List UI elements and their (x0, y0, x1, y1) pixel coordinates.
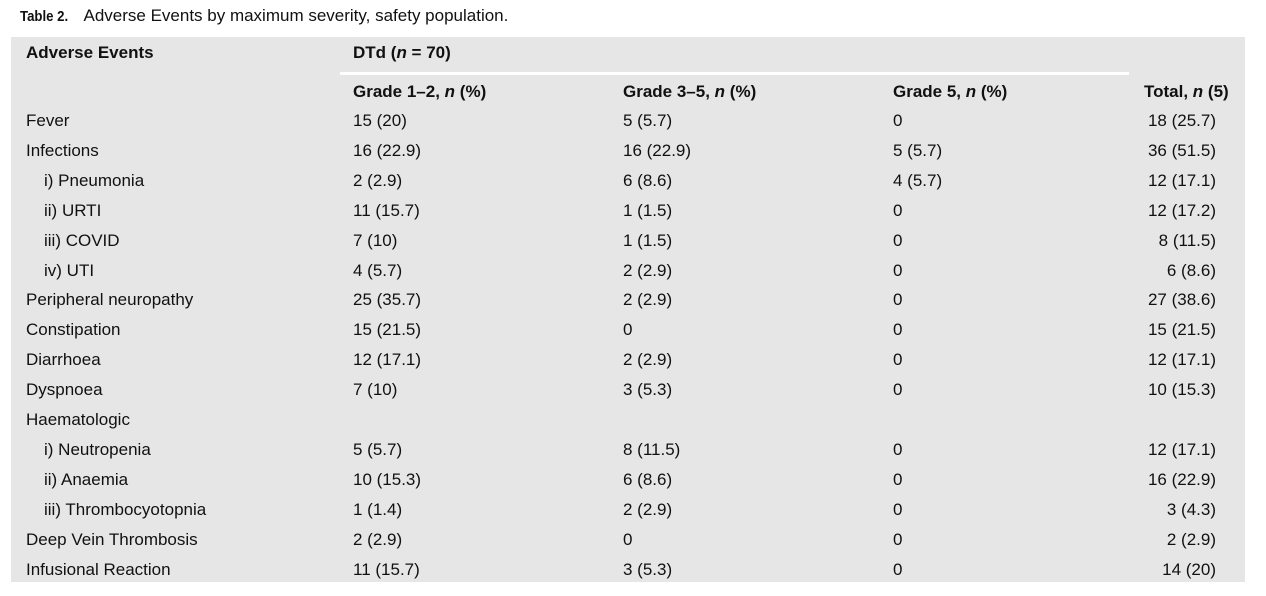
row-total: 12 (17.1) (1147, 171, 1216, 190)
row-grade-5: 0 (893, 350, 903, 369)
row-event: Infusional Reaction (26, 560, 171, 579)
row-grade-5: 0 (893, 231, 903, 250)
row-grade-1-2: 4 (5.7) (353, 261, 403, 280)
row-grade-1-2: 12 (17.1) (353, 350, 422, 369)
row-total: 18 (25.7) (1147, 111, 1216, 130)
row-total: 16 (22.9) (1147, 470, 1216, 489)
row-grade-1-2: 25 (35.7) (353, 290, 422, 309)
row-grade-5: 0 (893, 500, 903, 519)
row-grade-5: 0 (893, 560, 903, 579)
row-grade-3-5: 2 (2.9) (623, 500, 673, 519)
row-total: 36 (51.5) (1147, 141, 1216, 160)
row-grade-3-5: 6 (8.6) (623, 171, 673, 190)
header-adverse-events: Adverse Events (26, 43, 154, 62)
row-event: Haematologic (26, 410, 130, 429)
row-grade-1-2: 5 (5.7) (353, 440, 403, 459)
row-grade-1-2: 7 (10) (353, 231, 398, 250)
row-event: iii) Thrombocyotopnia (44, 500, 207, 519)
row-total: 2 (2.9) (1166, 530, 1216, 549)
row-grade-1-2: 16 (22.9) (353, 141, 422, 160)
row-total: 3 (4.3) (1166, 500, 1216, 519)
row-grade-5: 0 (893, 290, 903, 309)
row-grade-3-5: 2 (2.9) (623, 290, 673, 309)
row-grade-1-2: 11 (15.7) (353, 560, 420, 579)
row-event: ii) Anaemia (44, 470, 129, 489)
row-grade-1-2: 10 (15.3) (353, 470, 422, 489)
row-total: 12 (17.1) (1147, 440, 1216, 459)
header-grade-5: Grade 5, n (%) (893, 82, 1008, 101)
row-grade-1-2: 1 (1.4) (353, 500, 403, 519)
row-grade-5: 0 (893, 261, 903, 280)
row-grade-3-5: 3 (5.3) (623, 380, 673, 399)
row-total: 8 (11.5) (1158, 231, 1216, 250)
row-total: 14 (20) (1162, 560, 1216, 579)
header-grade-1-2: Grade 1–2, n (%) (353, 82, 487, 101)
row-event: Peripheral neuropathy (26, 290, 194, 309)
row-grade-5: 0 (893, 380, 903, 399)
row-grade-5: 4 (5.7) (893, 171, 943, 190)
row-event: Infections (26, 141, 99, 160)
row-event: Diarrhoea (26, 350, 101, 369)
table-caption-label: Table 2. (20, 8, 69, 25)
row-grade-3-5: 1 (1.5) (623, 231, 673, 250)
table-caption: Table 2. Adverse Events by maximum sever… (20, 6, 508, 26)
row-grade-5: 5 (5.7) (893, 141, 943, 160)
header-group-dtd: DTd (n = 70) (353, 43, 451, 62)
row-grade-5: 0 (893, 111, 903, 130)
row-grade-1-2: 11 (15.7) (353, 201, 420, 220)
row-total: 27 (38.6) (1147, 290, 1216, 309)
table-caption-text: Adverse Events by maximum severity, safe… (83, 6, 509, 25)
header-total: Total, n (5) (1144, 82, 1229, 101)
row-grade-5: 0 (893, 530, 903, 549)
header-grade-3-5: Grade 3–5, n (%) (623, 82, 757, 101)
row-grade-1-2: 15 (20) (353, 111, 407, 130)
row-total: 10 (15.3) (1147, 380, 1216, 399)
row-event: ii) URTI (44, 201, 102, 220)
row-grade-3-5: 2 (2.9) (623, 261, 673, 280)
row-grade-3-5: 0 (623, 530, 633, 549)
row-grade-1-2: 2 (2.9) (353, 530, 403, 549)
row-event: i) Neutropenia (44, 440, 151, 459)
row-event: i) Pneumonia (44, 171, 145, 190)
row-event: Constipation (26, 320, 121, 339)
row-grade-5: 0 (893, 440, 903, 459)
row-grade-3-5: 5 (5.7) (623, 111, 673, 130)
row-grade-5: 0 (893, 320, 903, 339)
adverse-events-table: Adverse Events DTd (n = 70) Grade 1–2, n… (11, 37, 1245, 582)
row-grade-3-5: 3 (5.3) (623, 560, 673, 579)
row-grade-3-5: 16 (22.9) (623, 141, 692, 160)
row-event: Dyspnoea (26, 380, 103, 399)
row-event: Deep Vein Thrombosis (26, 530, 198, 549)
row-grade-5: 0 (893, 470, 903, 489)
row-grade-3-5: 1 (1.5) (623, 201, 673, 220)
row-total: 15 (21.5) (1147, 320, 1216, 339)
row-event: iv) UTI (44, 261, 95, 280)
header-group-rule (340, 72, 1129, 75)
row-grade-1-2: 2 (2.9) (353, 171, 403, 190)
row-total: 6 (8.6) (1166, 261, 1216, 280)
row-total: 12 (17.2) (1147, 201, 1216, 220)
row-grade-3-5: 0 (623, 320, 633, 339)
row-grade-3-5: 2 (2.9) (623, 350, 673, 369)
row-grade-1-2: 15 (21.5) (353, 320, 422, 339)
row-total: 12 (17.1) (1147, 350, 1216, 369)
row-grade-3-5: 8 (11.5) (623, 440, 681, 459)
row-event: Fever (26, 111, 70, 130)
row-grade-3-5: 6 (8.6) (623, 470, 673, 489)
row-event: iii) COVID (44, 231, 120, 250)
row-grade-1-2: 7 (10) (353, 380, 398, 399)
row-grade-5: 0 (893, 201, 903, 220)
